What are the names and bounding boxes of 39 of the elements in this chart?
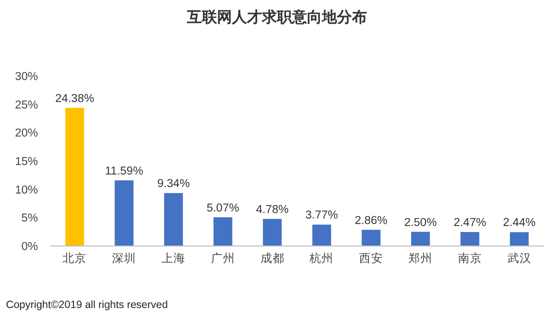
x-tick-label: 成都 [260, 252, 284, 265]
data-label: 4.78% [256, 204, 289, 216]
x-tick-label: 北京 [62, 251, 87, 265]
text: Copyright©2019 all rights reserved [6, 299, 168, 311]
bar [362, 230, 380, 246]
bar [411, 232, 430, 246]
y-tick-label: 20% [14, 128, 38, 140]
data-label: 3.77% [305, 210, 338, 222]
bar [510, 232, 529, 246]
y-tick-label: 15% [14, 156, 38, 168]
chart-title: 互联网人才求职意向地分布 [186, 9, 367, 26]
bar [460, 232, 480, 246]
bar [114, 180, 134, 246]
x-tick-label: 南京 [458, 251, 482, 265]
data-label: 11.59% [105, 165, 144, 178]
y-tick-label: 25% [14, 99, 38, 112]
x-tick-label: 西安 [359, 251, 384, 265]
x-tick-label: 武汉 [507, 252, 532, 265]
data-label: 24.38% [55, 92, 94, 105]
y-tick-label: 10% [14, 184, 38, 196]
x-tick-label: 上海 [162, 252, 186, 265]
x-tick-label: 深圳 [112, 252, 136, 265]
bar [262, 218, 282, 246]
data-label: 2.86% [354, 214, 388, 227]
data-label: 9.34% [157, 178, 190, 190]
bar [65, 108, 84, 246]
data-label: 2.47% [454, 217, 486, 230]
x-tick-label: 杭州 [308, 251, 334, 265]
data-label: 5.07% [206, 202, 240, 214]
bar [312, 224, 332, 246]
y-tick-label: 5% [21, 212, 38, 225]
x-tick-label: 广州 [210, 251, 235, 265]
y-tick-label: 0% [21, 241, 38, 253]
bar [164, 193, 183, 246]
x-tick-label: 郑州 [408, 252, 432, 265]
y-tick-label: 30% [14, 71, 38, 83]
data-label: 2.50% [404, 216, 437, 229]
bar [214, 217, 232, 246]
data-label: 2.44% [502, 217, 536, 230]
